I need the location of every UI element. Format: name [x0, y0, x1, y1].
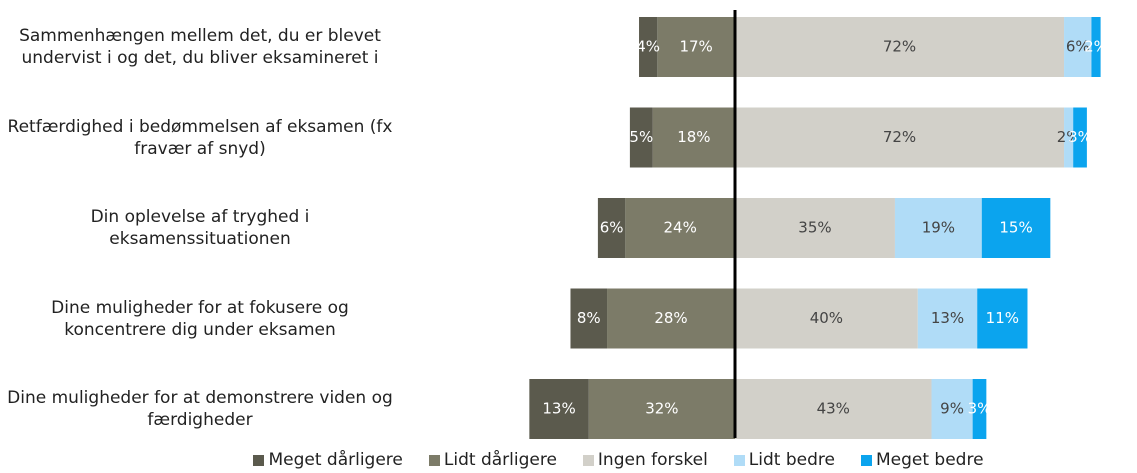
legend-label: Lidt bedre: [748, 450, 835, 470]
bar-segment: [1064, 107, 1074, 168]
bar-segment: [639, 17, 658, 77]
bar-segment: [629, 107, 653, 168]
bar-segment: [735, 198, 895, 258]
legend-item: Meget bedre: [860, 450, 984, 470]
value-label: 24%: [663, 219, 696, 237]
legend-swatch: [733, 454, 745, 466]
value-label: 5%: [629, 128, 653, 146]
bar-segment: [917, 288, 978, 349]
value-label: 13%: [931, 309, 964, 327]
legend-item: Lidt dårligere: [428, 450, 557, 470]
legend-label: Lidt dårligere: [443, 450, 557, 470]
value-label: 35%: [798, 219, 831, 237]
bar-segment: [977, 288, 1028, 349]
bar-segment: [981, 198, 1051, 258]
value-label: 8%: [577, 309, 601, 327]
legend-item: Meget dårligere: [253, 450, 403, 470]
value-label: 4%: [636, 38, 660, 56]
bar-segment: [735, 17, 1065, 77]
bar-segment: [972, 379, 987, 439]
value-label: 15%: [999, 219, 1032, 237]
value-label: 6%: [600, 219, 624, 237]
value-label: 43%: [817, 400, 850, 418]
value-label: 40%: [810, 309, 843, 327]
legend-item: Lidt bedre: [733, 450, 835, 470]
category-label: Dine muligheder for at demonstrere viden…: [7, 388, 393, 430]
bar-segment: [735, 379, 932, 439]
value-label: 17%: [679, 38, 712, 56]
value-label: 32%: [645, 400, 678, 418]
bar-segment: [652, 107, 735, 168]
legend-swatch: [860, 454, 872, 466]
category-label: Retfærdighed i bedømmelsen af eksamen (f…: [7, 116, 393, 159]
value-label: 3%: [968, 400, 992, 418]
legend-swatch: [253, 454, 265, 466]
category-label: Sammenhængen mellem det, du er blevet un…: [19, 26, 381, 68]
value-label: 6%: [1066, 38, 1090, 56]
value-label: 18%: [677, 128, 710, 146]
category-label: Din oplevelse af tryghed i eksamenssitua…: [90, 207, 310, 249]
bar-segment: [657, 17, 735, 77]
legend-swatch: [582, 454, 594, 466]
bar-segment: [597, 198, 626, 258]
legend-label: Meget dårligere: [268, 450, 403, 470]
bar-segment: [529, 379, 589, 439]
bar-segment: [588, 379, 735, 439]
legend-label: Ingen forskel: [597, 450, 708, 470]
bar-segment: [1064, 17, 1092, 77]
bar-segment: [607, 288, 735, 349]
value-label: 72%: [883, 38, 916, 56]
bar-segment: [931, 379, 973, 439]
value-label: 11%: [986, 309, 1019, 327]
bar-segment: [735, 107, 1065, 168]
legend-item: Ingen forskel: [582, 450, 708, 470]
bar-segment: [1091, 17, 1101, 77]
bar-segment: [625, 198, 735, 258]
bar-segment: [570, 288, 608, 349]
bar-segment: [894, 198, 982, 258]
value-label: 13%: [542, 400, 575, 418]
bar-segment: [735, 288, 918, 349]
category-label: Dine muligheder for at fokusere og konce…: [51, 297, 349, 340]
value-label: 72%: [883, 128, 916, 146]
legend-swatch: [428, 454, 440, 466]
legend: Meget dårligere Lidt dårligere Ingen forsk…: [0, 450, 1137, 470]
value-label: 28%: [654, 309, 687, 327]
value-label: 19%: [922, 219, 955, 237]
value-label: 2%: [1084, 38, 1108, 56]
value-label: 3%: [1068, 128, 1092, 146]
value-label: 9%: [940, 400, 964, 418]
legend-label: Meget bedre: [875, 450, 984, 470]
bar-segment: [1073, 107, 1087, 168]
